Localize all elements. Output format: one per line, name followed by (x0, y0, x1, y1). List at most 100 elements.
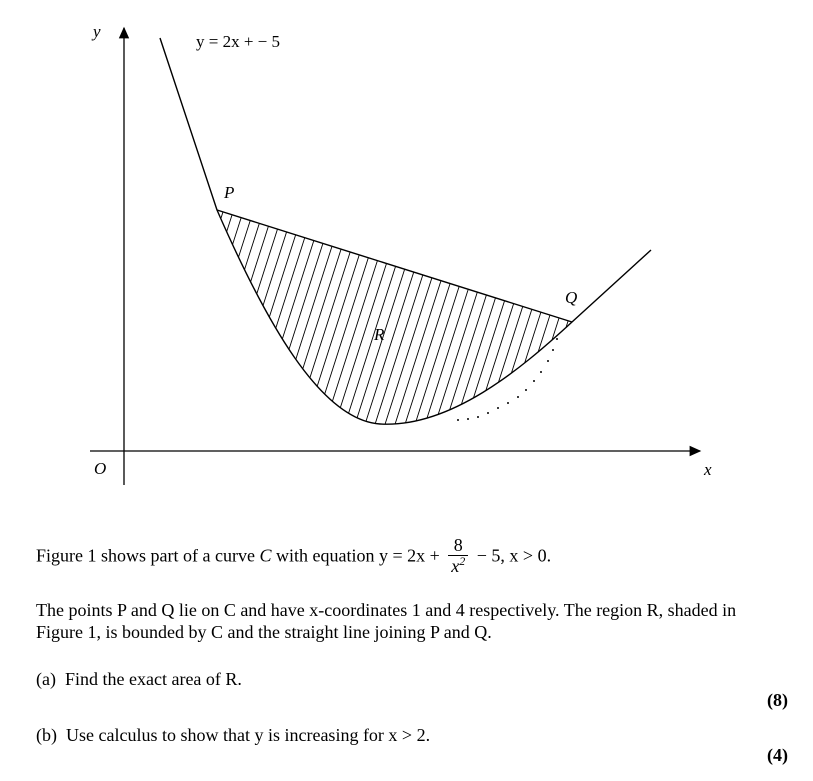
hatch-line (590, 190, 670, 440)
dot-mark (477, 416, 479, 418)
part-b: (b) Use calculus to show that y is incre… (36, 724, 430, 746)
hatch-line (399, 210, 481, 425)
hatch-line (610, 190, 690, 440)
figure-1: y x O y = 2x + − 5 P Q R (90, 22, 800, 485)
hatch-line (700, 190, 780, 440)
point-p-label: P (223, 183, 234, 202)
hatch-line (217, 210, 221, 425)
hatch-line (620, 190, 700, 440)
hatch-line (489, 210, 571, 425)
curve-c (159, 37, 652, 425)
hatch-line (710, 190, 790, 440)
part-b-marks: (4) (767, 745, 788, 765)
hatch-line (369, 210, 451, 425)
paragraph-line-2: Figure 1, is bounded by C and the straig… (36, 622, 492, 642)
curve-name: C (259, 545, 272, 566)
dot-mark (533, 380, 535, 382)
dot-mark (497, 407, 499, 409)
denominator-base: x (451, 556, 460, 576)
hatch-line (120, 190, 200, 440)
hatch-line (379, 210, 461, 425)
dot-mark (547, 360, 549, 362)
hatch-line (217, 210, 271, 425)
hatch-line (339, 210, 421, 425)
equation-lhs: y = 2x + (378, 545, 445, 566)
hatch-line (600, 190, 680, 440)
hatch-line (650, 190, 730, 440)
part-a: (a) Find the exact area of R. (36, 668, 242, 690)
hatch-line (309, 210, 391, 425)
hatch-line (359, 210, 441, 425)
point-q-label: Q (565, 288, 577, 307)
question-paragraph: The points P and Q lie on C and have x-c… (36, 599, 736, 643)
part-a-text: Find the exact area of R. (64, 669, 242, 689)
hatch-line (217, 210, 261, 425)
hatch-line (319, 210, 401, 425)
hatch-line (269, 210, 351, 425)
equation-tail: − 5, x > 0. (472, 545, 552, 566)
hatch-line (529, 210, 572, 425)
x-axis-label: x (703, 460, 712, 479)
hatch-line (459, 210, 541, 425)
dotted-construction-marks (457, 338, 558, 421)
part-a-label: (a) (36, 669, 56, 689)
hatch-line (549, 210, 572, 425)
equation-fraction: 8 x2 (448, 535, 469, 576)
chord-pq (216, 209, 573, 323)
hatch-line (279, 210, 361, 425)
denominator-power: 2 (459, 554, 466, 568)
region-r-label: R (373, 325, 385, 344)
hatch-line (299, 210, 381, 425)
hatch-line (419, 210, 501, 425)
hatch-line (429, 210, 511, 425)
fraction-numerator: 8 (448, 535, 469, 556)
dot-mark (540, 371, 542, 373)
dot-mark (507, 402, 509, 404)
part-b-label: (b) (36, 725, 57, 745)
hatch-line (569, 210, 572, 425)
dot-mark (457, 419, 459, 421)
hatch-line (640, 190, 720, 440)
dot-mark (467, 418, 469, 420)
hatch-line (630, 190, 710, 440)
hatch-line (449, 210, 531, 425)
hatch-line (229, 210, 311, 425)
hatch-line (289, 210, 371, 425)
hatch-line (690, 190, 770, 440)
hatch-line (389, 210, 471, 425)
origin-label: O (94, 459, 106, 478)
hatch-line (409, 210, 491, 425)
line-equation-label: y = 2x + − 5 (196, 32, 280, 51)
hatch-line (660, 190, 740, 440)
dot-mark (525, 389, 527, 391)
hatch-line (580, 190, 660, 440)
dot-mark (487, 412, 489, 414)
region-r-hatching (120, 190, 800, 440)
hatch-line (670, 190, 750, 440)
hatch-line (249, 210, 331, 425)
intro-mid: with equation (271, 545, 379, 566)
hatch-line (239, 210, 321, 425)
paragraph-line-1: The points P and Q lie on C and have x-c… (36, 600, 737, 620)
dot-mark (552, 349, 554, 351)
hatch-line (217, 210, 291, 425)
hatch-line (349, 210, 431, 425)
dot-mark (556, 338, 558, 340)
hatch-line (130, 190, 210, 440)
dot-mark (517, 396, 519, 398)
hatch-line (217, 210, 241, 425)
hatch-line (519, 210, 572, 425)
y-axis-label: y (91, 22, 101, 41)
fraction-denominator: x2 (448, 554, 468, 576)
hatch-line (219, 210, 301, 425)
hatch-line (499, 210, 572, 425)
hatch-line (469, 210, 551, 425)
part-a-marks: (8) (767, 690, 788, 710)
question-intro: Figure 1 shows part of a curve C with eq… (36, 535, 552, 578)
hatch-line (720, 190, 800, 440)
intro-prefix: Figure 1 shows part of a curve (36, 545, 260, 566)
hatch-line (559, 210, 572, 425)
hatch-line (329, 210, 411, 425)
hatch-line (217, 210, 231, 425)
part-b-text: Use calculus to show that y is increasin… (66, 725, 431, 745)
